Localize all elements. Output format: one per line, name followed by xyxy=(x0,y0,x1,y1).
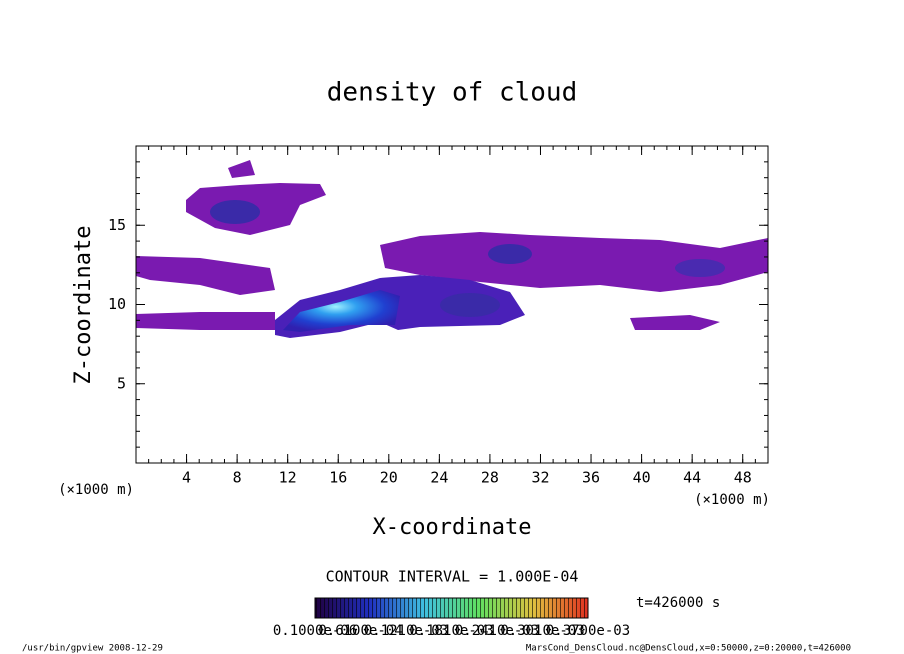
x-tick-label: 12 xyxy=(279,469,297,487)
x-tick-label: 20 xyxy=(380,469,398,487)
y-tick-label: 10 xyxy=(108,295,126,313)
cloud-field xyxy=(136,160,768,338)
y-tick-label: 5 xyxy=(117,374,126,392)
colorbar-label: 0.6100e-04 xyxy=(318,623,402,639)
x-tick-label: 8 xyxy=(233,469,242,487)
colorbar-label: 0.1210e-03 xyxy=(364,623,448,639)
contour-interval: CONTOUR INTERVAL = 1.000E-04 xyxy=(326,568,579,586)
colorbar-label: 0.1810e-03 xyxy=(409,623,493,639)
colorbar-label: 0.3700e-03 xyxy=(546,623,630,639)
footer-right: MarsCond_DensCloud.nc@DensCloud,x=0:5000… xyxy=(526,644,851,654)
footer-left: /usr/bin/gpview 2008-12-29 xyxy=(22,644,163,654)
x-tick-label: 16 xyxy=(329,469,347,487)
x-unit: (×1000 m) xyxy=(694,492,770,508)
time-label: t=426000 s xyxy=(636,595,720,611)
x-tick-label: 32 xyxy=(531,469,549,487)
x-tick-label: 48 xyxy=(734,469,752,487)
x-tick-label: 28 xyxy=(481,469,499,487)
colorbar-label: 0.3010e-03 xyxy=(500,623,584,639)
chart-title: density of cloud xyxy=(327,78,577,108)
y-unit: (×1000 m) xyxy=(58,482,134,498)
colorbar-label: 0.2410e-03 xyxy=(455,623,539,639)
x-tick-label: 44 xyxy=(683,469,701,487)
colorbar-label: 0.1000e-06 xyxy=(273,623,357,639)
colorbar-stripes xyxy=(315,598,588,618)
y-tick-label: 15 xyxy=(108,216,126,234)
x-tick-label: 36 xyxy=(582,469,600,487)
x-axis-label: X-coordinate xyxy=(373,515,532,540)
x-tick-label: 4 xyxy=(182,469,191,487)
x-tick-label: 40 xyxy=(633,469,651,487)
y-axis-label: Z-coordinate xyxy=(71,226,96,385)
x-tick-label: 24 xyxy=(430,469,448,487)
